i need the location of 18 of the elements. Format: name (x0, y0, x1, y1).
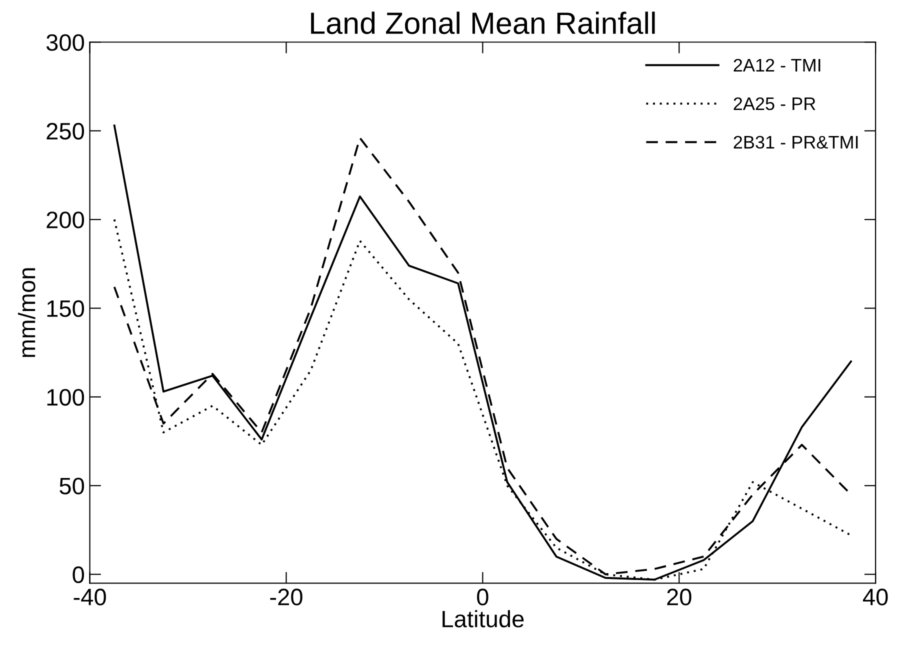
y-tick-label: 300 (46, 34, 84, 51)
y-tick-label: 50 (60, 478, 84, 494)
y-tick-label: 200 (46, 212, 84, 228)
y-tick-label: 150 (47, 300, 84, 318)
x-tick-label: -40 (74, 588, 106, 606)
x-tick-label: 0 (477, 588, 488, 606)
chart-title: Land Zonal Mean Rainfall (311, 12, 655, 34)
y-tick-label: 0 (72, 566, 84, 584)
legend-label: 2B31 - PR&TMI (734, 136, 858, 149)
y-axis-title: mm/mon (18, 268, 36, 358)
legend-label: 2A25 - PR (734, 97, 816, 110)
x-tick-label: 40 (862, 588, 888, 606)
legend-label: 2A12 - TMI (734, 58, 820, 72)
y-tick-label: 100 (47, 388, 84, 406)
x-tick-label: 20 (667, 588, 692, 606)
y-tick-label: 250 (46, 122, 84, 140)
x-tick-label: -20 (270, 588, 302, 606)
x-axis-title: Latitude (442, 610, 524, 628)
